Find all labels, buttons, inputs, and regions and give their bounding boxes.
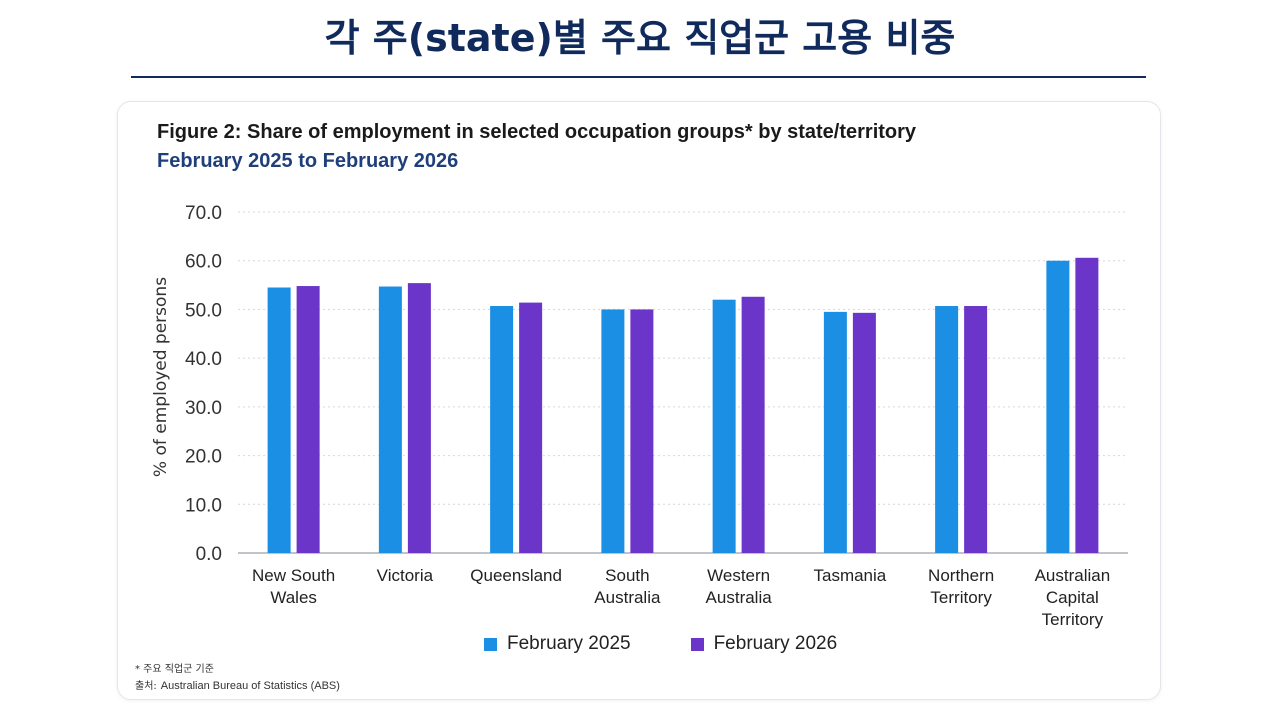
legend-label-feb-2025: February 2025 [507,633,631,654]
source-text: Australian Bureau of Statistics (ABS) [160,680,340,692]
y-tick-label: 40.0 [185,349,222,370]
x-tick-label: Australian [1035,566,1111,585]
bar-feb-2026 [741,296,765,553]
title-divider [131,76,1146,78]
x-tick-label: Queensland [470,566,562,585]
bar-feb-2026 [407,283,431,553]
x-tick-label: Australia [706,588,773,607]
bar-feb-2025 [378,286,402,553]
bar-feb-2026 [1075,257,1099,553]
y-tick-label: 30.0 [185,398,222,419]
x-tick-label: Territory [1042,610,1104,629]
footnote: * 주요 직업군 기준 [135,664,214,675]
bar-feb-2026 [519,302,543,553]
y-tick-label: 10.0 [185,495,222,516]
y-tick-label: 60.0 [185,252,222,273]
x-tick-label: Northern [928,566,994,585]
bar-feb-2026 [630,309,654,553]
x-tick-label: South [605,566,649,585]
x-tick-label: Tasmania [813,566,886,585]
chart-legend: February 2025 February 2026 [484,631,837,657]
x-tick-label: New South [252,566,335,585]
bar-feb-2026 [964,306,988,553]
bar-feb-2025 [490,306,514,553]
x-tick-label: Territory [930,588,992,607]
chart-subtitle: February 2025 to February 2026 [157,150,459,172]
bar-feb-2025 [601,309,625,553]
legend-swatch-feb-2025 [484,637,497,651]
slide-title: 각 주(state)별 주요 직업군 고용 비중 [324,16,956,60]
bar-feb-2025 [267,287,291,553]
source-label: 출처: [135,681,157,692]
bar-feb-2025 [712,299,736,553]
y-tick-label: 0.0 [196,544,222,565]
bar-feb-2025 [935,306,959,553]
legend-label-feb-2026: February 2026 [713,633,838,654]
bar-feb-2025 [1046,260,1070,553]
x-tick-label: Capital [1046,588,1099,607]
y-tick-label: 70.0 [185,203,222,224]
y-tick-label: 50.0 [185,300,222,321]
legend-item-feb-2025: February 2025 [484,633,631,655]
x-tick-label: Australia [594,588,661,607]
legend-swatch-feb-2026 [690,637,704,651]
source-note: 출처: Australian Bureau of Statistics (ABS) [135,677,340,692]
bar-feb-2026 [852,312,876,553]
x-tick-label: Victoria [377,566,434,585]
bar-feb-2025 [823,311,847,553]
y-tick-label: 20.0 [185,447,222,468]
legend-item-feb-2026: February 2026 [690,633,838,655]
bar-feb-2026 [296,286,320,553]
x-tick-label: Wales [270,588,317,607]
chart-title: Figure 2: Share of employment in selecte… [157,121,917,143]
y-axis-label: % of employed persons [151,277,171,477]
x-tick-label: Western [707,566,770,585]
